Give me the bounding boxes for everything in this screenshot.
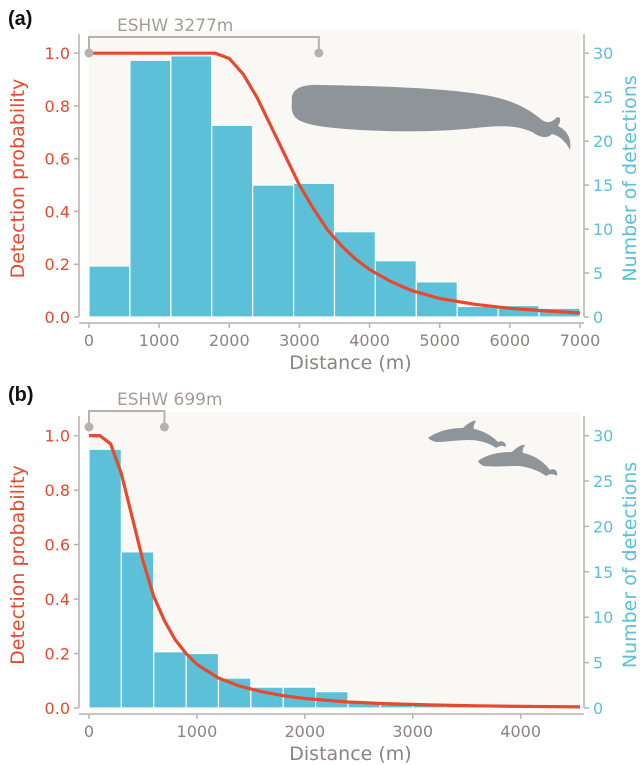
chart-a: 0.0 0.2 0.4 0.6 0.8 1.0 Detection probability 0… [7,16,641,374]
left-axis-tick-label: 0.8 [45,97,70,116]
left-axis-tick-label: 0.8 [45,481,70,500]
x-axis-tick-label: 4000 [500,722,541,741]
eshw-end-dot [314,48,324,58]
right-axis-tick-label: 20 [593,132,613,151]
dolphins-icon [428,420,558,476]
x-axis-tick-label: 3000 [392,722,433,741]
histogram-bar [185,652,220,709]
right-axis-label: Number of detections [619,462,641,668]
x-axis-tick-label: 6000 [489,331,530,350]
left-axis-tick-label: 0.4 [45,590,70,609]
histogram-bar [153,651,187,709]
right-axis-tick-label: 5 [593,264,603,283]
right-axis-tick-label: 25 [593,88,613,107]
histogram-bar [293,182,336,318]
x-axis-tick-label: 5000 [419,331,460,350]
chart-b: 0.0 0.2 0.4 0.6 0.8 1.0 Detection probability 0… [7,390,641,765]
eshw-end-dot [84,422,94,432]
histogram-bar [252,184,295,318]
panel-label-b: (b) [8,384,34,406]
panel-label-a: (a) [8,8,33,30]
right-axis-label: Number of detections [619,75,641,281]
eshw-end-dot [159,422,169,432]
x-axis-label: Distance (m) [289,743,411,765]
left-axis-label: Detection probability [7,465,29,665]
histogram-bar [170,55,213,318]
right-axis-tick-label: 15 [593,176,613,195]
histogram-bar [211,124,254,318]
panel-a: (a) 0.0 0.2 0.4 0.6 0.8 1.0 Detection probabil… [0,0,643,382]
left-axis-tick-label: 0.2 [45,645,70,664]
sperm-whale-icon [291,84,571,150]
x-axis-tick-label: 0 [84,722,94,741]
x-axis-tick-label: 4000 [349,331,390,350]
detection-curve [89,51,581,315]
detection-curve [89,434,581,709]
eshw-bracket [88,36,320,51]
right-axis-tick-label: 10 [593,608,613,627]
histogram-bar [129,59,172,318]
left-axis-tick-label: 1.0 [45,427,70,446]
x-axis-tick-label: 2000 [284,722,325,741]
x-axis-tick-label: 1000 [177,722,218,741]
left-axis-tick-label: 1.0 [45,44,70,63]
left-axis-label: Detection probability [7,79,29,279]
left-axis-tick-label: 0.4 [45,202,70,221]
eshw-end-dot [84,48,94,58]
right-axis-tick-label: 10 [593,220,613,239]
x-axis-tick-label: 7000 [560,331,601,350]
right-axis-tick-label: 30 [593,44,613,63]
right-axis-tick-label: 0 [593,308,603,327]
x-axis-tick-label: 1000 [139,331,180,350]
left-axis-tick-label: 0.2 [45,255,70,274]
left-axis-tick-label: 0.0 [45,308,70,327]
dolphin-shape [428,420,506,448]
left-axis-tick-label: 0.0 [45,699,70,718]
left-axis-tick-label: 0.6 [45,150,70,169]
histogram-bar [456,305,499,318]
eshw-label: ESHW 699m [117,390,223,410]
dolphin-shape [478,444,558,476]
x-axis-tick-label: 3000 [279,331,320,350]
sperm-whale-body [291,84,571,150]
x-axis-tick-label: 0 [84,331,94,350]
x-axis-label: Distance (m) [289,352,411,374]
eshw-bracket [88,410,166,425]
right-axis-tick-label: 15 [593,563,613,582]
right-axis-tick-label: 25 [593,472,613,491]
right-axis-tick-label: 5 [593,654,603,673]
histogram-bar [88,448,122,709]
panel-b: (b) 0.0 0.2 0.4 0.6 0.8 1.0 Detection probabil… [0,382,643,765]
histogram-bar [88,265,131,318]
right-axis-tick-label: 0 [593,699,603,718]
x-axis-tick-label: 2000 [209,331,250,350]
left-axis-tick-label: 0.6 [45,536,70,555]
eshw-label: ESHW 3277m [117,16,233,36]
right-axis-tick-label: 30 [593,427,613,446]
right-axis-tick-label: 20 [593,517,613,536]
